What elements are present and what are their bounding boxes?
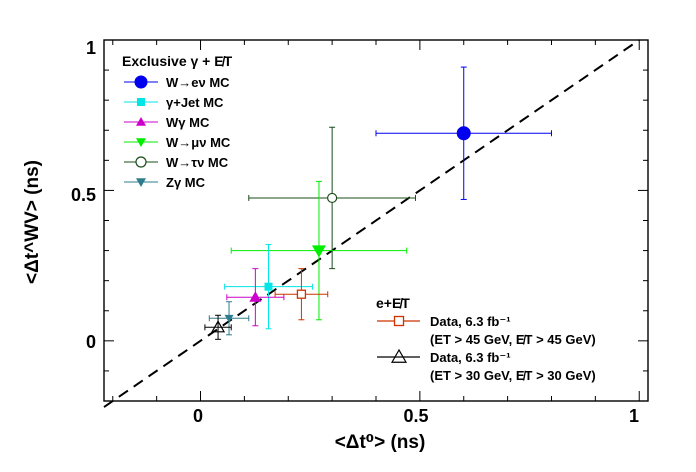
legend-data-sub-45: (ET > 45 GeV, E̸T > 45 GeV) [430,332,596,347]
legend-mc-title: Exclusive γ + E̸T [122,53,233,69]
x-tick-label-0.5: 0.5 [403,406,428,426]
data-point [311,245,326,258]
legend-mc-label-wmunu: W→μν MC [166,135,231,150]
legend-data-title: e+E̸T [376,295,410,311]
legend-data-label-30: Data, 6.3 fb⁻¹ [430,350,511,365]
legend-mc-label-gjet: γ+Jet MC [166,95,224,110]
legend-mc-label-wenu: W→eν MC [166,75,230,90]
series-2 [230,180,408,321]
legend-data: e+E̸T Data, 6.3 fb⁻¹ (ET > 45 GeV, E̸T >… [376,295,596,383]
data-point [327,192,338,204]
data-point [456,126,471,141]
legend-mc-label-wtaunu: W→τν MC [166,155,229,170]
legend-data-sub-30: (ET > 30 GeV, E̸T > 30 GeV) [430,368,596,383]
x-tick-label-1: 1 [629,406,639,426]
legend-mc-label-wg: Wγ MC [166,115,210,130]
reference-line [103,39,640,408]
y-tick-label-0: 0 [86,332,96,352]
series-0 [375,66,552,200]
legend-mc-marker [134,75,148,89]
data-points [204,66,552,340]
axis-ticks [104,39,648,402]
data-point [296,289,307,299]
series-5 [208,301,250,336]
legend-data-marker [393,315,405,327]
legend-mc-marker [136,178,146,187]
legend-data-marker [390,348,408,363]
series-4 [226,268,285,327]
legend-mc-marker [135,156,147,168]
data-point [224,314,234,323]
series-7 [204,314,232,340]
series-1 [248,126,416,270]
x-axis-title: <Δt⁰> (ns) [335,432,426,453]
y-tick-label-1: 1 [86,38,96,58]
legend-mc-marker [136,138,146,147]
legend-mc: Exclusive γ + E̸T W→eν MC γ+Jet MC Wγ MC… [122,53,233,190]
data-point [264,282,273,291]
x-tick-label-0: 0 [193,406,203,426]
legend-mc-marker [137,98,145,106]
legend-mc-marker [136,117,146,126]
legend-data-label-45: Data, 6.3 fb⁻¹ [430,314,511,329]
data-point [249,291,262,302]
data-point [211,320,226,333]
series-3 [224,244,313,330]
legend-mc-label-zg: Zγ MC [166,175,206,190]
reference-line-group [103,39,640,408]
y-tick-label-0.5: 0.5 [71,185,96,205]
y-axis-title: <Δt^WV> (ns) [22,160,43,284]
series-6 [274,268,329,321]
